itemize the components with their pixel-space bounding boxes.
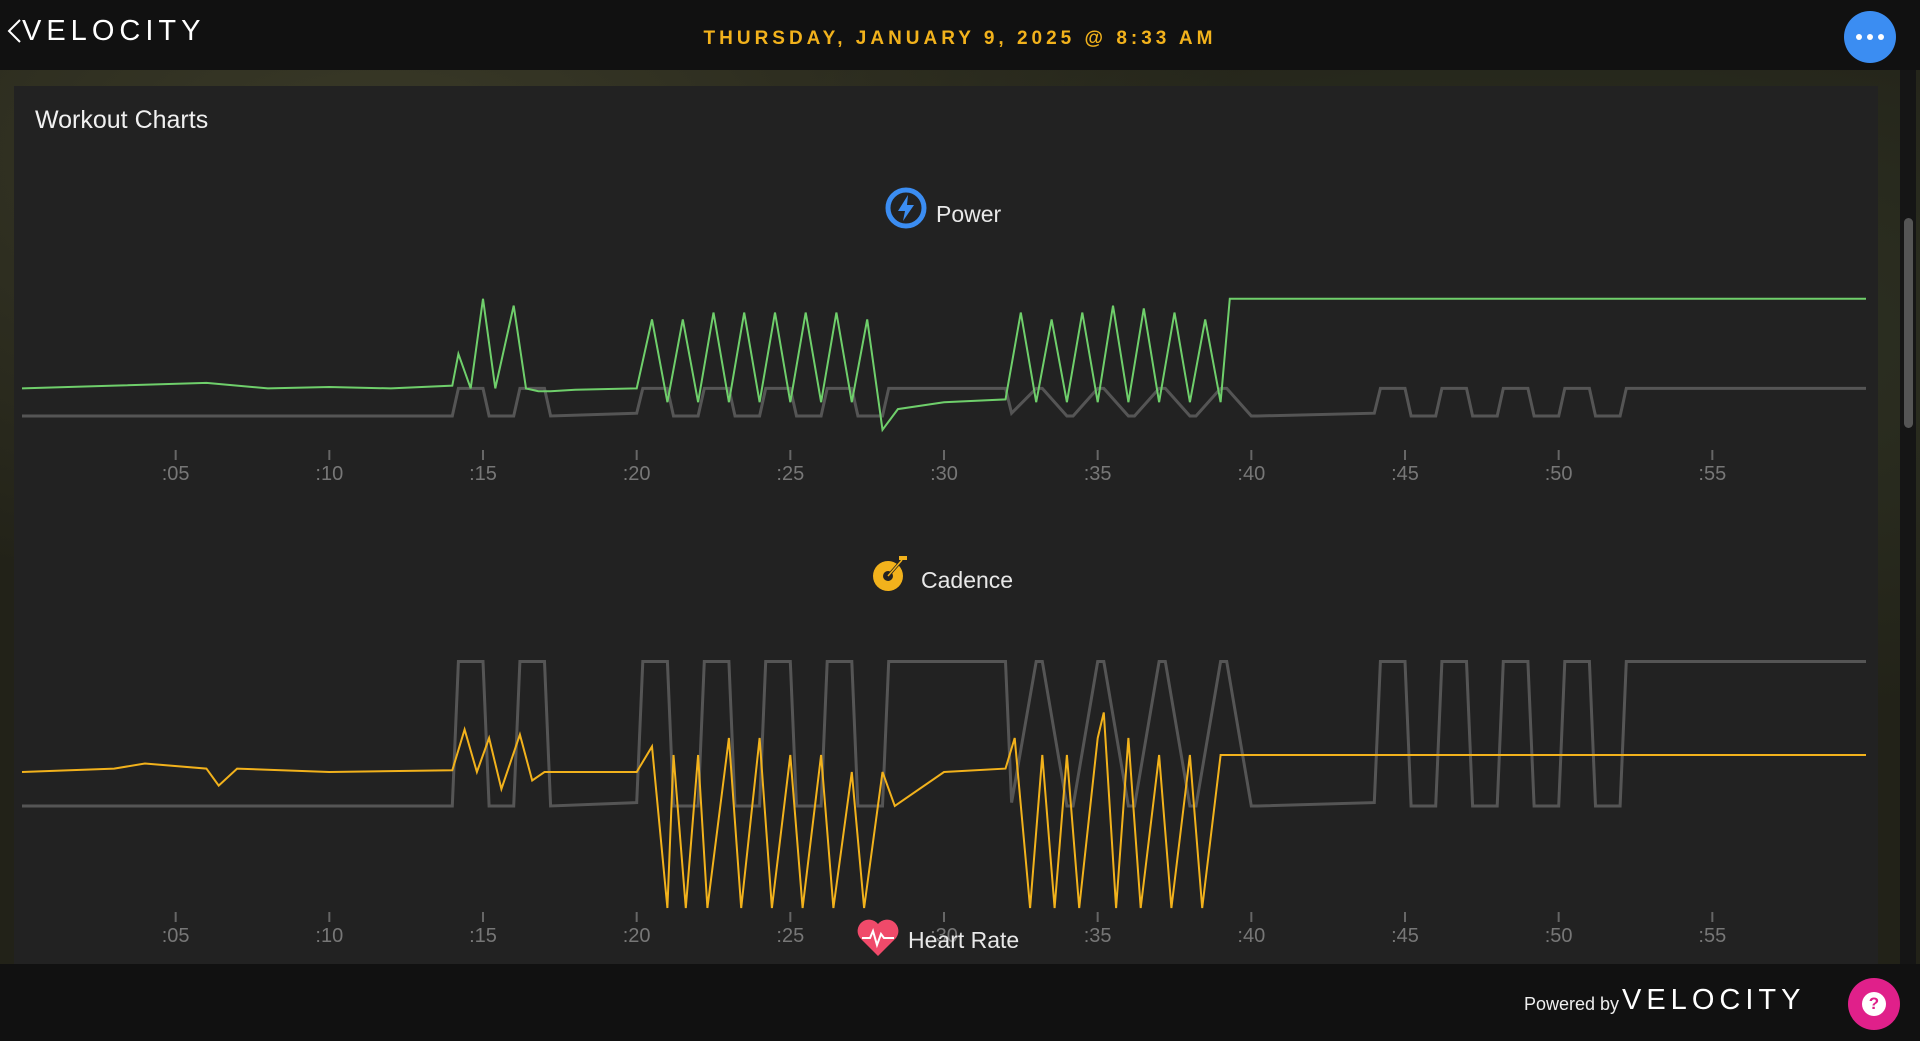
- x-tick-label: :35: [1084, 925, 1112, 946]
- x-tick-label: :15: [469, 463, 497, 485]
- footer-logo: VELOCITY: [1622, 984, 1806, 1016]
- x-tick-label: :50: [1545, 925, 1573, 946]
- x-tick-label: :40: [1237, 463, 1265, 485]
- x-tick-label: :55: [1698, 463, 1726, 485]
- x-tick-label: :05: [162, 925, 190, 946]
- more-options-button[interactable]: [1844, 11, 1896, 63]
- x-tick-label: :15: [469, 925, 497, 946]
- footer-bar: Powered by VELOCITY ?: [0, 964, 1920, 1041]
- dot-icon: [1856, 34, 1862, 40]
- power-chart-label: Power: [884, 186, 1001, 230]
- x-tick-label: :45: [1391, 925, 1419, 946]
- actual-series-line: [21, 712, 1866, 909]
- dot-icon: [1867, 34, 1873, 40]
- x-tick-label: :30: [930, 925, 958, 946]
- x-tick-label: :10: [315, 463, 343, 485]
- power-icon: [885, 187, 927, 229]
- cadence-chart: :05 :10 :15 :20 :25 :30 :35 :40 :45 :50 :55: [21, 660, 1866, 946]
- target-series-line: [22, 660, 1866, 808]
- x-tick-label: :55: [1698, 925, 1726, 946]
- workout-charts-panel: Workout Charts Power :05 :10 :15 :20 :25 :30:…: [14, 86, 1878, 964]
- heart-rate-icon: [857, 919, 899, 956]
- top-bar: VELOCITY THURSDAY, JANUARY 9, 2025 @ 8:3…: [0, 0, 1920, 70]
- workout-date: THURSDAY, JANUARY 9, 2025 @ 8:33 AM: [703, 28, 1217, 49]
- question-icon: ?: [1862, 992, 1886, 1016]
- x-tick-label: :05: [162, 463, 190, 485]
- cadence-icon: [873, 556, 907, 591]
- x-tick-label: :25: [776, 463, 804, 485]
- x-tick-label: :20: [623, 463, 651, 485]
- x-tick-label: :25: [776, 925, 804, 946]
- x-tick-label: :20: [623, 925, 651, 946]
- actual-series-line: [21, 297, 1866, 433]
- cadence-chart-label: Cadence: [869, 552, 1013, 596]
- velocity-logo[interactable]: VELOCITY: [22, 14, 205, 48]
- x-tick-label: :50: [1545, 463, 1573, 485]
- cadence-label: Cadence: [921, 567, 1014, 593]
- heart-rate-label: Heart Rate: [908, 927, 1020, 953]
- x-tick-label: :30: [930, 463, 958, 485]
- x-tick-label: :10: [315, 925, 343, 946]
- dot-icon: [1878, 34, 1884, 40]
- logo-text: VELOCITY: [22, 14, 206, 47]
- scrollbar-thumb[interactable]: [1904, 218, 1913, 428]
- power-label: Power: [936, 201, 1002, 227]
- x-tick-label: :40: [1237, 925, 1265, 946]
- back-chevron-icon[interactable]: [4, 16, 26, 46]
- power-chart: :05 :10 :15 :20 :25 :30 :35 :40 :45 :50 :55: [21, 297, 1866, 485]
- heart-rate-chart-label: Heart Rate: [856, 918, 1019, 958]
- x-tick-label: :35: [1084, 463, 1112, 485]
- scrollbar-track[interactable]: [1900, 70, 1916, 964]
- powered-by-text: Powered by: [1524, 994, 1620, 1014]
- help-button[interactable]: ?: [1848, 978, 1900, 1030]
- x-tick-label: :45: [1391, 463, 1419, 485]
- panel-title: Workout Charts: [35, 106, 209, 134]
- target-series-line: [22, 386, 1866, 418]
